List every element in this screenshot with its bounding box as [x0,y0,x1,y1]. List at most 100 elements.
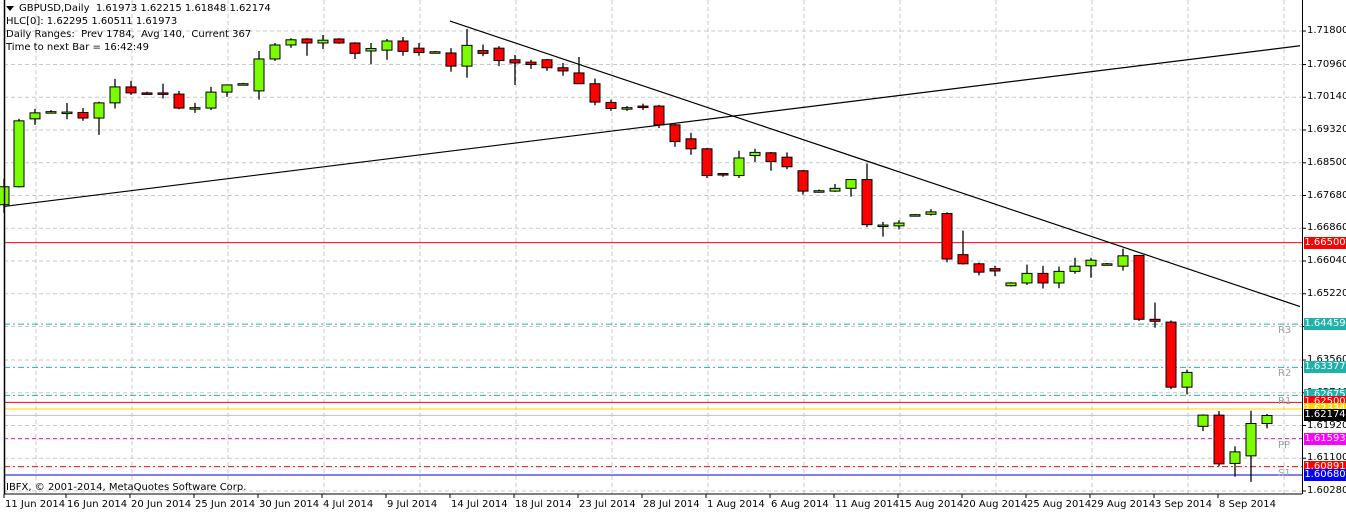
candle[interactable] [29,108,41,125]
candle[interactable] [797,169,809,195]
candle[interactable] [397,36,409,56]
candle[interactable] [941,212,953,263]
candle[interactable] [173,90,185,110]
candle[interactable] [13,118,25,188]
candle[interactable] [381,38,393,60]
candle[interactable] [813,189,825,193]
candle[interactable] [525,59,537,69]
candle[interactable] [461,29,473,78]
candle[interactable] [717,173,729,177]
price-label-horizontal-1.66500: 1.66500 [1304,236,1346,249]
candle[interactable] [125,80,137,95]
bull-candle-body [365,48,377,52]
collapse-triangle-icon[interactable] [6,5,14,11]
bear-candle-body [413,47,425,54]
date-tick-label: 6 Aug 2014 [771,499,829,510]
candle[interactable] [205,86,217,111]
candle[interactable] [973,262,985,276]
candle[interactable] [589,78,601,106]
candle[interactable] [893,220,905,230]
candle[interactable] [1053,266,1065,289]
pivot-tag-S1: S1 [1278,467,1291,479]
candle[interactable] [1037,265,1049,289]
candle[interactable] [541,58,553,71]
candle[interactable] [1213,411,1225,467]
candle[interactable] [269,42,281,61]
candle[interactable] [301,38,313,56]
candle[interactable] [621,106,633,111]
candle[interactable] [573,56,585,85]
candle[interactable] [1005,282,1017,287]
candle[interactable] [45,110,57,114]
candle[interactable] [1149,302,1161,328]
price-label-horizontal-1.60680: 1.60680 [1304,469,1346,482]
candle[interactable] [285,38,297,48]
candle[interactable] [1069,257,1081,274]
candle[interactable] [733,150,745,178]
candle[interactable] [253,50,265,100]
candle[interactable] [957,230,969,265]
pivot-tag-R2: R2 [1278,368,1292,380]
candle[interactable] [909,214,921,217]
candle[interactable] [653,104,665,129]
candle[interactable] [109,78,121,109]
candle[interactable] [365,42,377,65]
candle[interactable] [1181,369,1193,395]
candle[interactable] [1021,264,1033,285]
candle[interactable] [1117,248,1129,271]
candle[interactable] [77,108,89,121]
candle[interactable] [61,102,73,120]
candle[interactable] [141,91,153,95]
bear-candle-body [333,38,345,44]
candle[interactable] [557,62,569,76]
hlc-line: HLC[0]: 1.62295 1.60511 1.61973 [6,16,178,27]
candle[interactable] [413,42,425,56]
bear-candle-body [573,72,585,85]
candle[interactable] [1261,413,1273,429]
candle[interactable] [637,103,649,111]
candle[interactable] [333,38,345,44]
candle[interactable] [861,163,873,228]
candle[interactable] [477,44,489,57]
candle[interactable] [1133,254,1145,321]
bull-candle-body [461,44,473,67]
candle[interactable] [1101,262,1113,266]
candle[interactable] [877,221,889,237]
bull-candle-body [1245,423,1257,457]
candle[interactable] [1245,410,1257,482]
candle[interactable] [1085,257,1097,278]
candle[interactable] [685,132,697,155]
bear-candle-body [973,263,985,273]
candle[interactable] [669,124,681,147]
candle[interactable] [1165,320,1177,390]
candle[interactable] [749,148,761,162]
candle[interactable] [93,101,105,135]
candle[interactable] [157,83,169,99]
candle[interactable] [829,183,841,192]
candle[interactable] [493,46,505,67]
candle[interactable] [221,84,233,97]
candle[interactable] [1229,446,1241,477]
candle[interactable] [189,102,201,113]
candle[interactable] [605,99,617,111]
candle[interactable] [989,265,1001,277]
candle[interactable] [429,50,441,54]
bull-candle-body [253,58,265,92]
candle[interactable] [781,152,793,170]
candle[interactable] [509,54,521,85]
candle[interactable] [701,147,713,178]
candle[interactable] [1197,414,1209,432]
candle[interactable] [349,42,361,59]
candle[interactable] [765,151,777,171]
candle[interactable] [317,34,329,49]
candle[interactable] [237,82,249,86]
price-label-bid: 1.62174 [1304,409,1346,422]
bull-candle-body [269,44,281,60]
bull-candle-body [237,83,249,86]
candle[interactable] [845,179,857,197]
candle[interactable] [445,48,457,72]
candle[interactable] [925,209,937,216]
chart-info-panel: GBPUSD,Daily 1.61973 1.62215 1.61848 1.6… [6,2,271,54]
